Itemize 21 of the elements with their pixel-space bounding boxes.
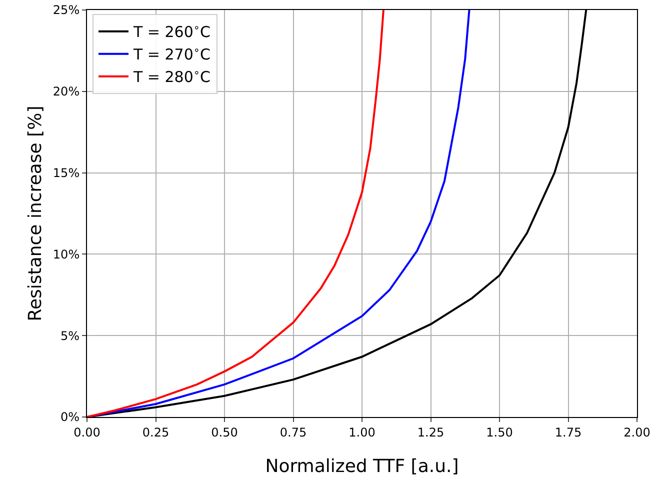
legend-label: T = 260$^{∘}$C [132,22,210,42]
x-tick-label: 2.00 [624,425,650,440]
line-series [87,10,384,417]
x-tick-label: 0.25 [142,425,170,440]
y-tick-label: 0% [60,410,80,424]
y-tick-label: 25% [52,3,80,18]
x-tick-label: 0.00 [74,425,100,440]
x-tick-label: 1.75 [554,425,582,440]
y-tick-label: 20% [52,84,80,99]
y-tick-label: 5% [60,328,80,343]
y-tick-label: 10% [52,247,80,262]
x-tick-label: 1.25 [417,425,444,440]
x-tick-label: 0.75 [280,425,307,440]
legend-label: T = 270$^{∘}$C [132,44,210,64]
y-tick-label: 15% [52,166,80,180]
x-tick-label: 0.50 [211,425,238,440]
x-axis-title: Normalized TTF [a.u.] [265,456,459,477]
x-tick-label: 1.00 [348,425,376,440]
y-axis-title: Resistance increase [%] [25,106,46,322]
legend-label: T = 280$^{∘}$C [132,66,210,86]
x-tick-label: 1.50 [486,425,513,440]
